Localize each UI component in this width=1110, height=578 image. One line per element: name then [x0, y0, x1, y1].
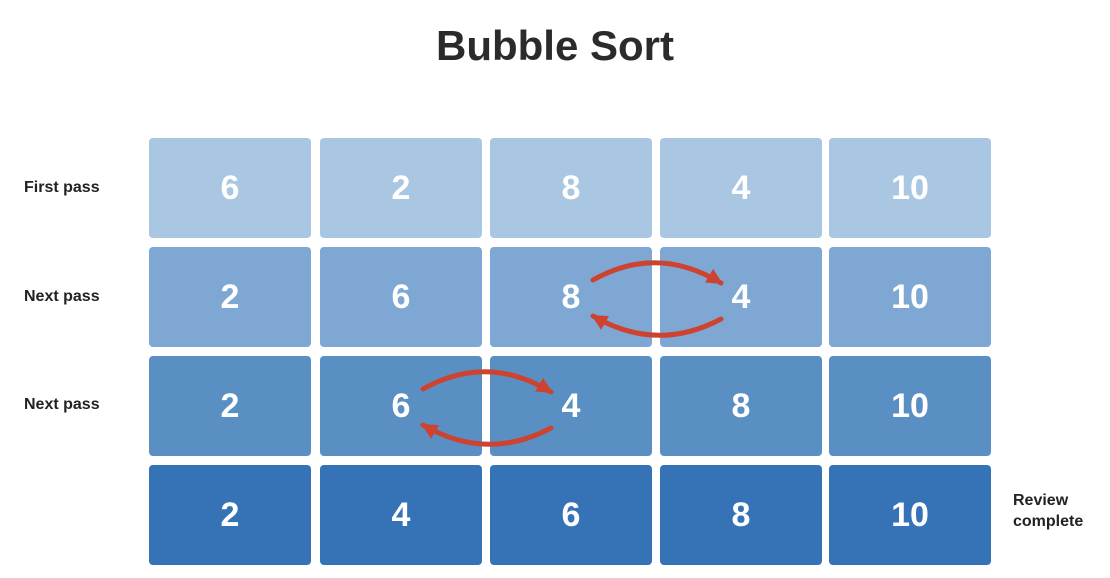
cell-pass2-pos3: 8 — [490, 247, 652, 347]
cell-pass1-pos2: 2 — [320, 138, 482, 238]
row-label-second-pass: Next pass — [24, 288, 100, 305]
cell-pass2-pos5: 10 — [829, 247, 991, 347]
cell-final-pos4: 8 — [660, 465, 822, 565]
cell-pass3-pos5: 10 — [829, 356, 991, 456]
cell-pass3-pos3: 4 — [490, 356, 652, 456]
cell-final-pos5: 10 — [829, 465, 991, 565]
cell-final-pos1: 2 — [149, 465, 311, 565]
review-complete-line2: complete — [1013, 513, 1084, 530]
review-complete-label: Review complete — [1013, 490, 1108, 532]
row-label-third-pass: Next pass — [24, 396, 100, 413]
cell-final-pos2: 4 — [320, 465, 482, 565]
cell-pass3-pos4: 8 — [660, 356, 822, 456]
cell-pass2-pos1: 2 — [149, 247, 311, 347]
cell-pass1-pos3: 8 — [490, 138, 652, 238]
cell-pass2-pos2: 6 — [320, 247, 482, 347]
cell-pass2-pos4: 4 — [660, 247, 822, 347]
review-complete-line1: Review — [1013, 492, 1069, 509]
cell-pass1-pos1: 6 — [149, 138, 311, 238]
cell-final-pos3: 6 — [490, 465, 652, 565]
cell-pass3-pos2: 6 — [320, 356, 482, 456]
cell-pass1-pos4: 4 — [660, 138, 822, 238]
cell-pass3-pos1: 2 — [149, 356, 311, 456]
row-label-first-pass: First pass — [24, 179, 100, 196]
cell-pass1-pos5: 10 — [829, 138, 991, 238]
page-title: Bubble Sort — [436, 22, 674, 69]
